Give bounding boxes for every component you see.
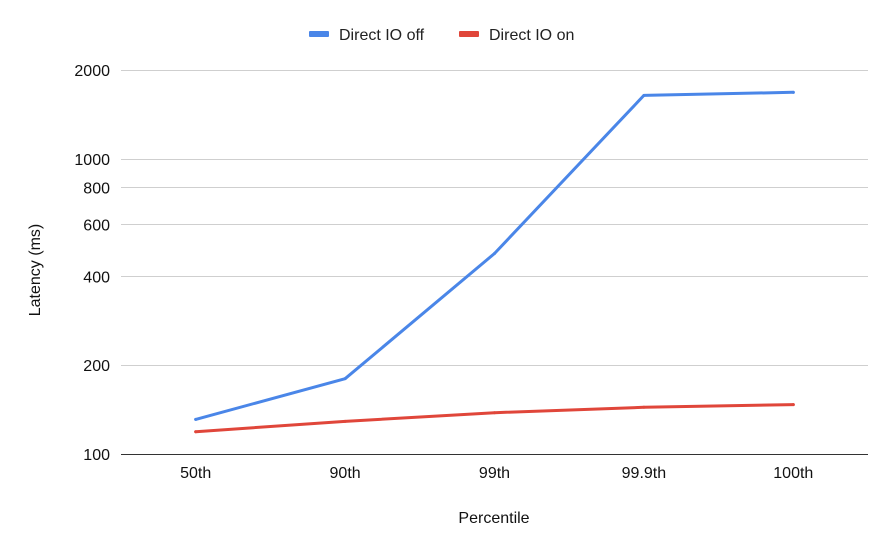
y-tick-label: 2000 — [74, 63, 110, 80]
legend-item[interactable]: Direct IO on — [459, 27, 574, 44]
y-axis-ticks: 100 200 400 600 800 1000 2000 — [74, 63, 110, 464]
y-tick-label: 1000 — [74, 152, 110, 169]
x-axis-title: Percentile — [458, 510, 529, 527]
x-axis-ticks: 50th 90th 99th 99.9th 100th — [180, 465, 813, 482]
legend: Direct IO off Direct IO on — [309, 27, 574, 44]
x-tick-label: 50th — [180, 465, 211, 482]
y-tick-label: 600 — [83, 217, 110, 234]
data-point — [493, 411, 496, 415]
x-tick-label: 99.9th — [622, 465, 666, 482]
data-point — [493, 251, 496, 255]
data-point — [642, 405, 646, 409]
legend-item[interactable]: Direct IO off — [309, 27, 425, 44]
series-line-direct-io-off — [194, 90, 795, 421]
legend-swatch — [459, 31, 479, 37]
series-lines — [194, 90, 795, 434]
grid — [121, 70, 868, 455]
y-axis-title: Latency (ms) — [27, 224, 44, 316]
x-tick-label: 90th — [330, 465, 361, 482]
data-point — [343, 419, 347, 423]
y-tick-label: 200 — [83, 358, 110, 375]
y-tick-label: 800 — [83, 180, 110, 197]
data-point — [791, 403, 795, 407]
data-point — [642, 93, 646, 97]
data-point — [343, 377, 347, 381]
data-point — [194, 430, 198, 434]
y-tick-label: 400 — [83, 269, 110, 286]
y-tick-label: 100 — [83, 447, 110, 464]
x-tick-label: 100th — [773, 465, 813, 482]
series-line-direct-io-on — [194, 403, 795, 434]
data-point — [791, 90, 795, 94]
legend-label: Direct IO off — [339, 27, 425, 44]
data-point — [194, 417, 198, 421]
legend-swatch — [309, 31, 329, 37]
legend-label: Direct IO on — [489, 27, 574, 44]
x-tick-label: 99th — [479, 465, 510, 482]
